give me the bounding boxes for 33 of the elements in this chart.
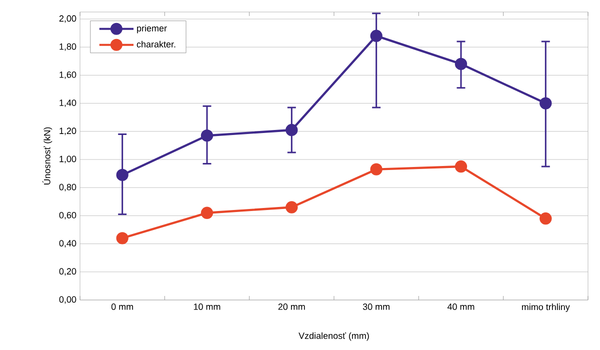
y-tick-label: 1,80 [60,43,76,51]
x-tick-label: 30 mm [362,304,390,310]
legend-label: priemer [137,24,167,34]
y-tick-label: 0,80 [59,184,76,192]
point [116,232,128,244]
x-tick-label: mimo trhliny [522,304,570,312]
y-tick-label: 0,20 [59,268,76,276]
point [286,124,298,136]
y-tick-label: 0,60 [59,212,76,220]
point [540,212,552,225]
point [200,130,214,142]
point [370,30,382,42]
point [540,97,552,110]
point [200,206,214,219]
y-tick-label: 1,00 [60,156,76,164]
y-axis-title: Únosnosť (kN) [42,127,52,184]
y-tick-label: 0,00 [59,296,76,304]
x-axis-title: Vzdialenosť (mm) [298,332,369,341]
y-tick-label: 1,20 [60,128,76,136]
y-tick-label: 2,00 [59,15,76,23]
x-tick-label: 0 mm [111,304,133,310]
point [286,201,298,214]
point [116,168,128,182]
point [370,163,382,176]
x-tick-label: 40 mm [447,304,474,310]
x-tick-label: 20 mm [278,304,305,310]
point [454,160,468,173]
point [454,58,468,70]
y-tick-label: 1,60 [60,71,76,79]
y-tick-label: 0,40 [59,240,76,248]
x-tick-label: 10 mm [194,304,220,310]
y-tick-label: 1,40 [60,100,76,108]
legend-label: charakter. [136,40,176,48]
